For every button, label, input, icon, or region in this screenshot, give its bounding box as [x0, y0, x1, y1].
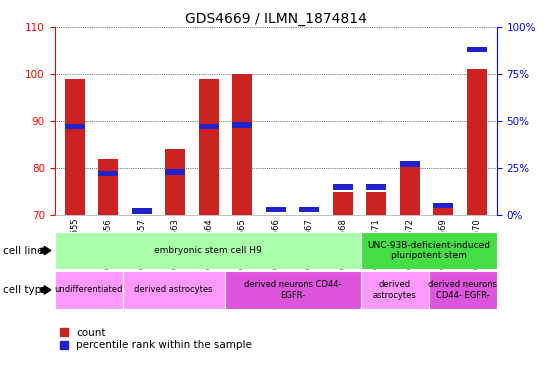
Text: embryonic stem cell H9: embryonic stem cell H9	[154, 246, 262, 255]
Text: cell line: cell line	[3, 245, 43, 256]
Bar	[333, 184, 353, 190]
Bar	[299, 207, 319, 212]
Bar	[199, 124, 219, 129]
Bar	[266, 207, 286, 212]
Bar	[400, 161, 420, 167]
Bar	[361, 232, 497, 269]
Bar	[361, 271, 429, 309]
Title: GDS4669 / ILMN_1874814: GDS4669 / ILMN_1874814	[185, 12, 367, 26]
Text: UNC-93B-deficient-induced
pluripotent stem: UNC-93B-deficient-induced pluripotent st…	[367, 241, 490, 260]
Text: undifferentiated: undifferentiated	[55, 285, 123, 295]
Bar	[64, 124, 85, 129]
Bar	[366, 192, 386, 215]
Bar	[132, 209, 152, 214]
Bar	[55, 271, 123, 309]
Bar	[366, 184, 386, 190]
Bar	[98, 171, 118, 177]
Legend: count, percentile rank within the sample: count, percentile rank within the sample	[60, 328, 252, 350]
Bar	[64, 79, 85, 215]
Bar	[400, 163, 420, 215]
Bar	[433, 203, 453, 209]
Text: derived astrocytes: derived astrocytes	[134, 285, 213, 295]
Bar	[433, 206, 453, 215]
Bar	[165, 149, 185, 215]
Bar	[467, 69, 487, 215]
Bar	[467, 46, 487, 52]
Bar	[55, 232, 361, 269]
Bar	[232, 74, 252, 215]
Bar	[199, 79, 219, 215]
Bar	[165, 169, 185, 175]
Bar	[123, 271, 225, 309]
Bar	[333, 192, 353, 215]
Text: derived neurons CD44-
EGFR-: derived neurons CD44- EGFR-	[244, 280, 341, 300]
Bar	[429, 271, 497, 309]
Bar	[98, 159, 118, 215]
Bar	[225, 271, 361, 309]
Text: derived
astrocytes: derived astrocytes	[373, 280, 417, 300]
Bar	[232, 122, 252, 127]
Text: cell type: cell type	[3, 285, 48, 295]
Text: derived neurons
CD44- EGFR-: derived neurons CD44- EGFR-	[429, 280, 497, 300]
